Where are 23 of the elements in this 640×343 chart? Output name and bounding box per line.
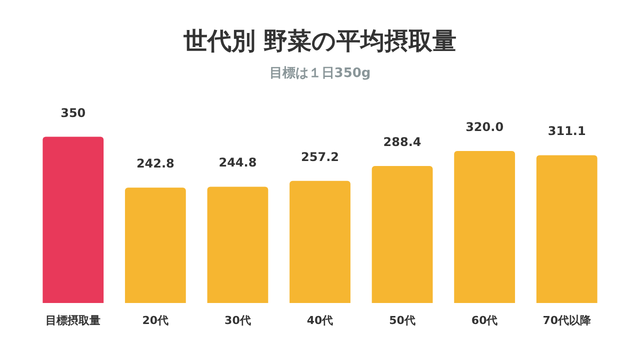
- chart-title: 世代別 野菜の平均摂取量: [182, 27, 457, 55]
- bar: [536, 155, 598, 303]
- x-tick-label: 30代: [224, 314, 251, 327]
- bar: [207, 186, 268, 303]
- data-label: 244.8: [218, 156, 257, 170]
- bar: [290, 180, 350, 303]
- data-label: 257.2: [301, 150, 339, 164]
- x-tick-label: 目標摂取量: [46, 314, 101, 327]
- data-label: 311.1: [548, 124, 586, 138]
- data-label: 288.4: [383, 135, 422, 150]
- x-tick-label: 20代: [142, 314, 169, 327]
- data-label: 242.8: [136, 156, 174, 171]
- x-tick-label: 70代以降: [542, 314, 592, 327]
- x-tick-label: 60代: [471, 314, 498, 327]
- bar: [124, 188, 186, 303]
- bar: [372, 166, 433, 303]
- data-label: 320.0: [466, 120, 504, 134]
- x-tick-label: 40代: [306, 314, 334, 327]
- chart-subtitle: 目標は１日350g: [269, 66, 371, 81]
- data-label: 350: [60, 106, 86, 120]
- bar: [454, 151, 516, 303]
- bar: [42, 136, 104, 303]
- x-tick-label: 50代: [389, 314, 416, 327]
